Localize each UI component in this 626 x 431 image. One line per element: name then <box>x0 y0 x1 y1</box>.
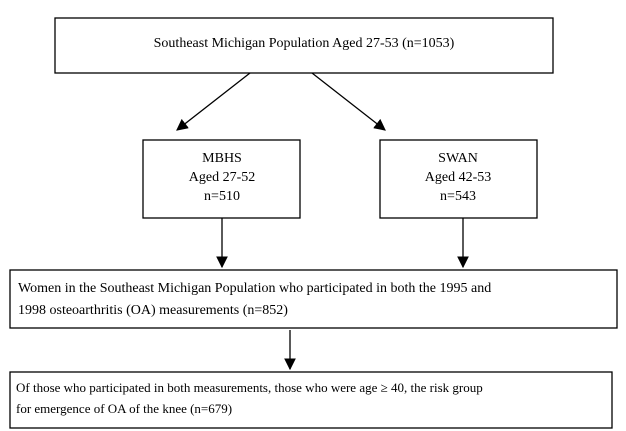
box <box>142 139 301 219</box>
node-text: Southeast Michigan Population Aged 27-53… <box>154 36 455 51</box>
arrow <box>311 72 386 131</box>
box <box>9 371 613 429</box>
node-text: Women in the Southeast Michigan Populati… <box>18 281 491 296</box>
node-text: MBHS <box>202 151 242 166</box>
node-text: SWAN <box>438 151 478 166</box>
box <box>9 269 618 329</box>
node-text: Of those who participated in both measur… <box>16 380 483 395</box>
box <box>379 139 538 219</box>
box <box>54 17 554 74</box>
arrow <box>176 72 251 131</box>
node-text: n=510 <box>204 189 240 204</box>
node-text: for emergence of OA of the knee (n=679) <box>16 401 232 416</box>
node-text: Aged 27-52 <box>189 170 256 185</box>
node-text: Aged 42-53 <box>425 170 492 185</box>
node-text: n=543 <box>440 189 476 204</box>
node-text: 1998 osteoarthritis (OA) measurements (n… <box>18 303 288 318</box>
